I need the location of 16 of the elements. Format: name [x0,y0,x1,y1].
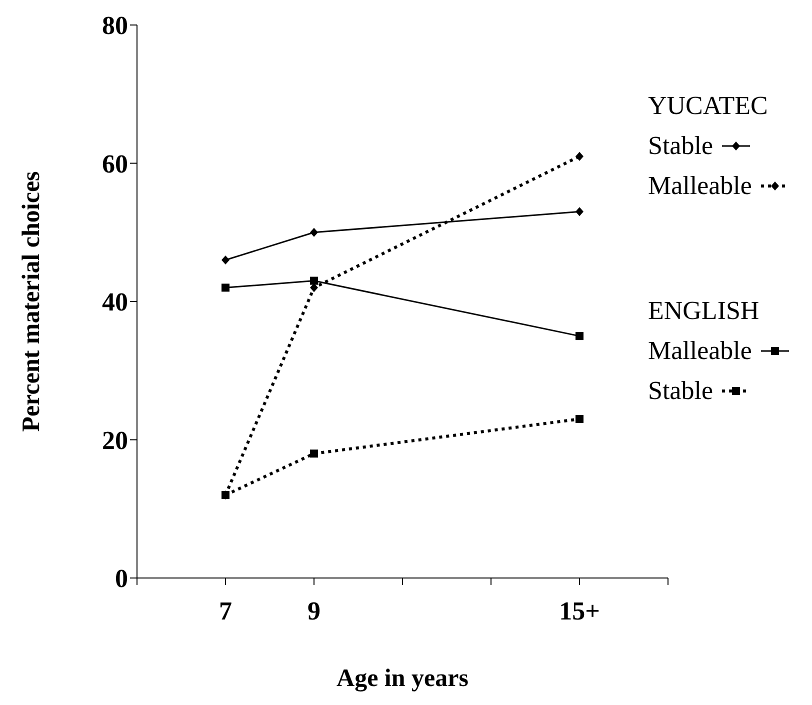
x-tick-label: 9 [308,596,320,626]
x-tick-label: 15+ [559,596,600,626]
annotation: YUCATEC [648,90,769,122]
y-tick-label: 60 [102,149,128,178]
y-tick-label: 20 [102,426,128,455]
x-axis-title: Age in years [336,665,469,692]
legend-label: Malleable [648,170,752,202]
x-tick-label: 7 [219,596,232,626]
annotation: ENGLISH [648,295,760,327]
legend-label: Stable [648,375,713,407]
y-axis-title: Percent material choices [18,170,45,432]
y-tick-label: 40 [102,288,128,317]
legend-label: Stable [648,130,713,162]
y-tick-label: 0 [115,564,128,594]
y-tick-label: 80 [102,11,128,40]
legend-label: Malleable [648,335,752,367]
